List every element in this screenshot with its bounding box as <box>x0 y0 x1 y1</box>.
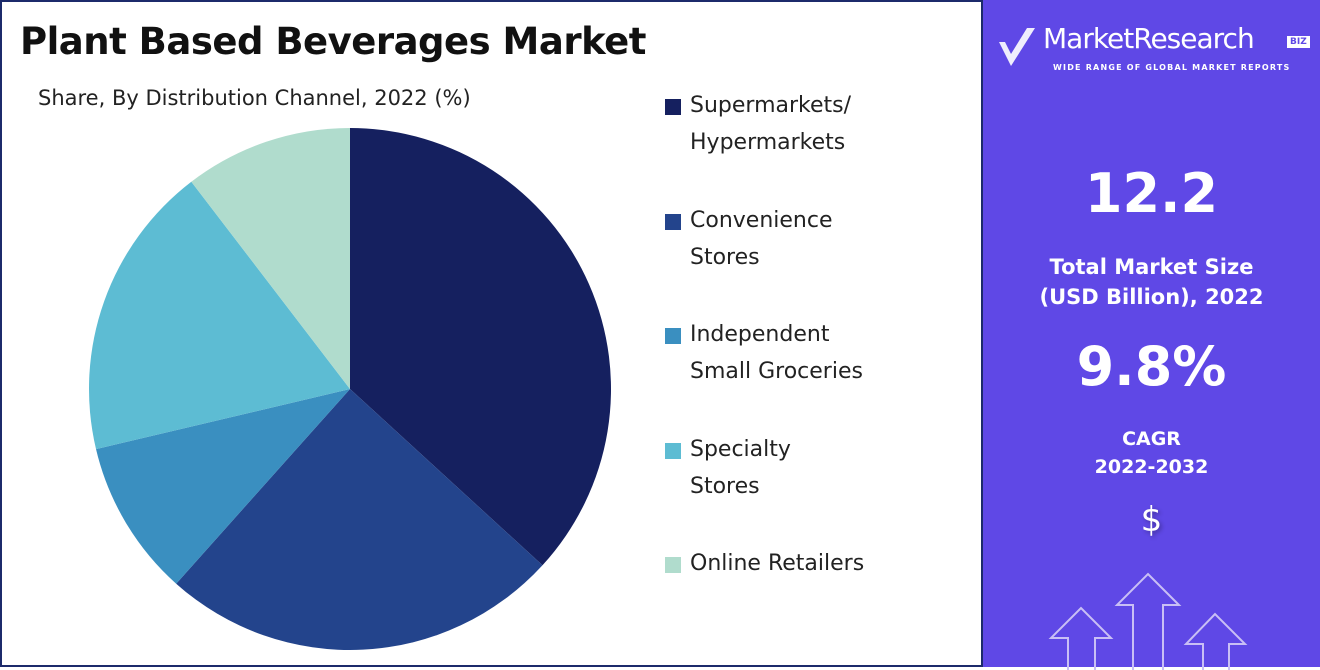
chart-title: Plant Based Beverages Market <box>20 20 646 63</box>
logo-badge: BIZ <box>1287 36 1310 48</box>
pie-chart <box>88 128 611 650</box>
stats-panel: MarketResearch BIZ WIDE RANGE OF GLOBAL … <box>983 0 1320 670</box>
pie-slice-0 <box>350 128 611 566</box>
growth-arrows-icon <box>1048 572 1248 670</box>
legend-item: Supermarkets/Hypermarkets <box>665 87 905 161</box>
pie-slice-1 <box>176 389 543 650</box>
logo-tagline: WIDE RANGE OF GLOBAL MARKET REPORTS <box>1053 63 1291 72</box>
pie-slice-2 <box>96 389 350 584</box>
cagr-value: 9.8% <box>1076 335 1227 398</box>
legend-label: Supermarkets/ <box>690 93 852 118</box>
legend-swatch <box>665 214 681 230</box>
pie-slice-3 <box>88 181 350 450</box>
legend-swatch <box>665 443 681 459</box>
chart-area: Plant Based Beverages Market Share, By D… <box>0 0 983 667</box>
legend-label: Specialty <box>690 437 791 462</box>
chart-subtitle: Share, By Distribution Channel, 2022 (%) <box>38 86 471 110</box>
legend-label: Online Retailers <box>690 551 865 576</box>
pie-slice-4 <box>191 128 350 389</box>
legend-item: Independent Small Groceries <box>665 316 905 390</box>
cagr-label-line2: 2022-2032 <box>1094 456 1209 478</box>
market-size-value: 12.2 <box>1084 162 1219 225</box>
checkmark-logo-icon <box>999 28 1035 66</box>
legend-item: Specialty Stores <box>665 431 905 505</box>
legend-label: Stores <box>690 245 760 270</box>
legend-swatch <box>665 557 681 573</box>
legend-label: Hypermarkets <box>690 130 846 155</box>
legend-label: Small Groceries <box>690 359 863 384</box>
legend-swatch <box>665 328 681 344</box>
legend-label: Independent <box>690 322 830 347</box>
market-size-label-line2: (USD Billion), 2022 <box>1039 285 1264 309</box>
dollar-icon: $ <box>1140 500 1163 540</box>
logo: MarketResearch BIZ WIDE RANGE OF GLOBAL … <box>997 22 1317 74</box>
logo-name: MarketResearch <box>1043 22 1255 55</box>
legend-swatch <box>665 99 681 115</box>
legend-label: Stores <box>690 474 760 499</box>
market-size-label-line1: Total Market Size <box>1049 255 1254 279</box>
legend-label: Convenience <box>690 208 833 233</box>
cagr-label-line1: CAGR <box>1122 428 1181 450</box>
legend-item: Online Retailers <box>665 545 905 582</box>
legend-item: Convenience Stores <box>665 202 905 276</box>
